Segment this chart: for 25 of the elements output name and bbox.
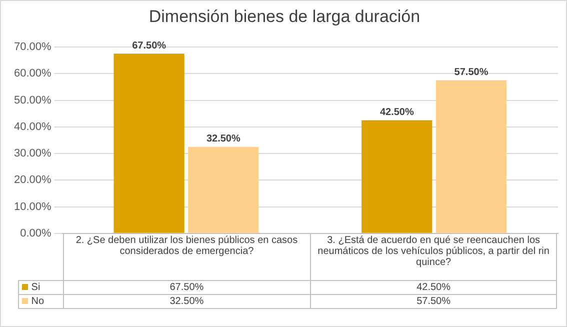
data-label: 67.50%	[63, 280, 310, 295]
data-label: 57.50%	[310, 294, 557, 309]
y-tick-label: 30.00%	[14, 148, 52, 160]
x-tick-label: 2. ¿Se deben utilizar los bienes públicos en casos considerados de emergencia?	[63, 234, 310, 281]
y-tick-label: 10.00%	[14, 200, 52, 213]
bar	[188, 146, 259, 233]
data-label: 42.50%	[310, 280, 557, 295]
bar	[362, 120, 432, 233]
text: 32.50%	[206, 134, 240, 145]
text: 42.50%	[380, 106, 414, 118]
text: 67.50%	[132, 40, 166, 52]
bar	[114, 54, 184, 233]
y-tick-label: 70.00%	[14, 41, 52, 54]
data-label: 32.50%	[63, 294, 310, 309]
legend-label: Si	[18, 280, 64, 295]
legend-label: No	[18, 294, 64, 309]
y-tick-label: 60.00%	[14, 68, 52, 80]
bar	[436, 80, 507, 233]
y-tick-label: 20.00%	[14, 174, 52, 186]
y-tick-label: 0.00%	[20, 227, 52, 240]
x-tick-label: 3. ¿Está de acuerdo en qué se reencauchen los neumáticos de los vehículos públicos, a partir del rin quince?	[310, 234, 557, 281]
y-tick-label: 50.00%	[14, 94, 52, 106]
y-tick-label: 40.00%	[14, 120, 52, 133]
chart-title: Dimensión bienes de larga duración	[148, 7, 422, 27]
text: 57.50%	[454, 67, 488, 78]
